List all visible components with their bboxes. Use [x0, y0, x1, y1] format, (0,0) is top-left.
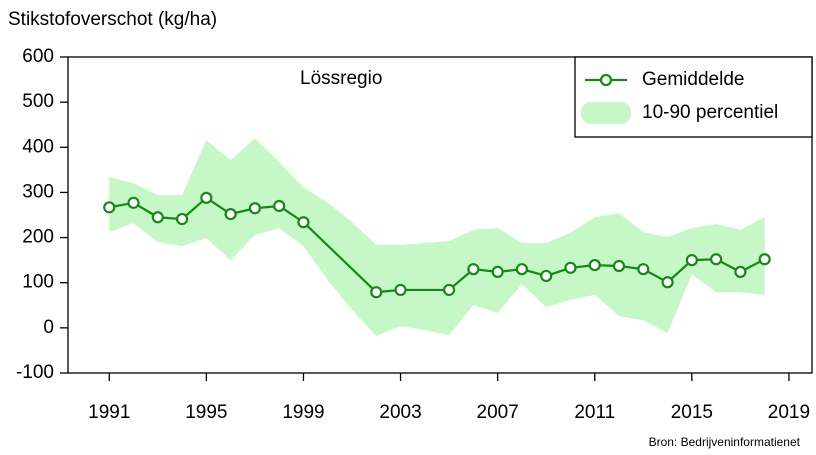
- x-tick-label: 2003: [379, 402, 421, 423]
- plot-frame: [67, 56, 813, 374]
- y-tick-label: 100: [22, 272, 54, 293]
- y-tick-label: 400: [22, 136, 54, 157]
- legend-label: Gemiddelde: [642, 69, 744, 90]
- x-tick-label: 1991: [88, 402, 130, 423]
- annotation: Lössregio: [300, 68, 382, 89]
- y-tick-label: 600: [22, 46, 54, 67]
- legend-band: [581, 102, 631, 124]
- point: [491, 265, 504, 278]
- point: [588, 259, 601, 272]
- point: [612, 259, 626, 273]
- legend-label: 10-90 percentiel: [642, 102, 778, 123]
- point: [443, 283, 456, 297]
- point: [175, 212, 189, 226]
- x-tick-label: 2007: [477, 402, 519, 423]
- y-tick-label: 500: [22, 91, 54, 112]
- point: [734, 265, 747, 278]
- point: [127, 196, 140, 209]
- point: [103, 201, 116, 214]
- point: [370, 286, 383, 299]
- x-tick-label: 2011: [574, 402, 615, 423]
- point: [758, 253, 771, 266]
- source: Bron: Bedrijveninformatienet: [649, 435, 801, 449]
- point: [661, 276, 674, 289]
- y-tick-label: -100: [16, 362, 54, 383]
- point: [273, 199, 286, 213]
- point: [297, 216, 310, 229]
- point: [515, 263, 529, 276]
- percentile-band: [109, 138, 765, 336]
- point: [685, 254, 698, 267]
- y-tick-label: 200: [22, 227, 54, 248]
- legend-marker: [599, 73, 613, 87]
- point: [248, 202, 262, 215]
- y-tick-label: 0: [43, 317, 54, 338]
- point: [710, 253, 723, 266]
- x-tick-label: 2019: [768, 402, 810, 423]
- x-tick-label: 1999: [282, 402, 324, 423]
- point: [637, 263, 650, 276]
- x-tick-label: 2015: [671, 402, 713, 423]
- point: [151, 211, 164, 224]
- point: [540, 269, 553, 283]
- point: [564, 261, 577, 274]
- x-tick-label: 1995: [185, 402, 227, 423]
- y-tick-label: 300: [22, 181, 54, 202]
- chart-title: Stikstofoverschot (kg/ha): [8, 9, 217, 30]
- point: [200, 191, 213, 204]
- point: [224, 207, 237, 221]
- point: [467, 263, 480, 276]
- point: [394, 283, 407, 297]
